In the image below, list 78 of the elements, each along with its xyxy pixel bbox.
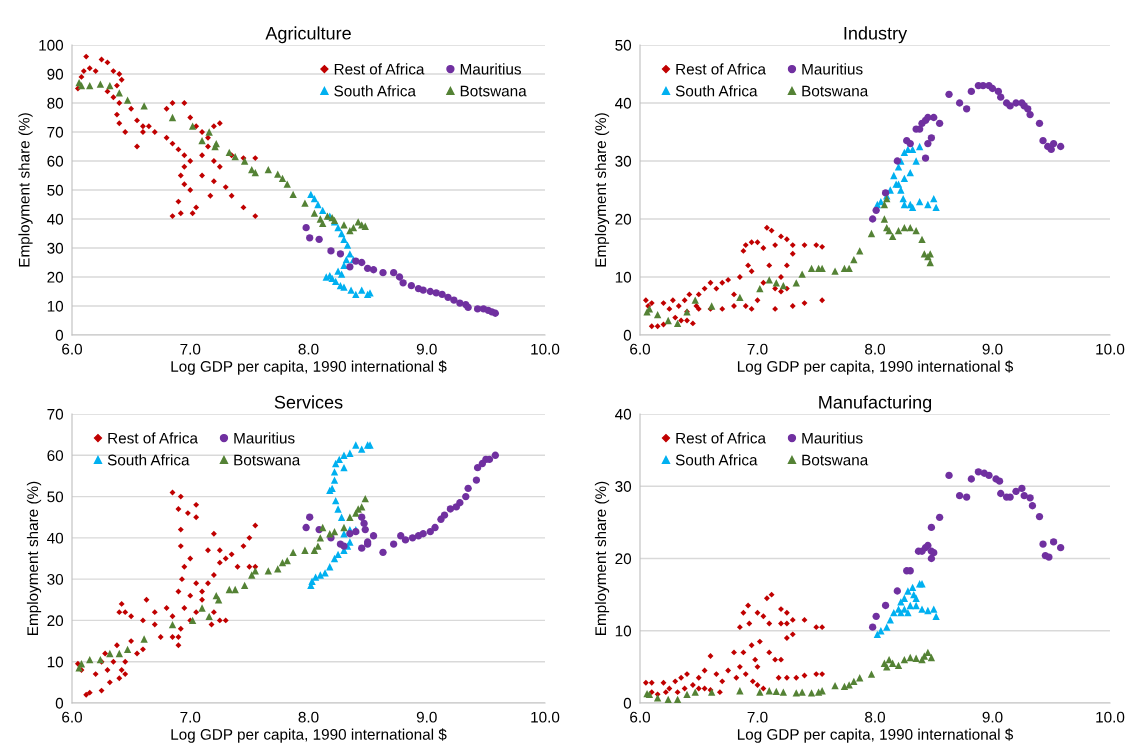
y-tick-label: 10	[47, 300, 64, 312]
x-tick-label: 8.0	[298, 343, 319, 355]
y-tick-label: 0	[623, 697, 632, 709]
y-tick-label: 30	[47, 242, 64, 254]
x-tick-label: 8.0	[865, 711, 886, 723]
x-axis-title: Log GDP per capita, 1990 international $	[737, 728, 1014, 743]
x-tick-label: 8.0	[865, 343, 886, 355]
x-tick-label: 6.0	[630, 343, 651, 355]
legend-label: South Africa	[334, 85, 416, 97]
x-tick-label: 10.0	[531, 343, 560, 355]
y-tick-label: 20	[47, 615, 64, 627]
x-tick-label: 8.0	[298, 711, 319, 723]
y-axis-title: Employment share (%)	[26, 481, 42, 635]
legend-label: South Africa	[107, 454, 190, 466]
x-tick-label: 9.0	[982, 343, 1003, 355]
x-tick-label: 7.0	[747, 343, 768, 355]
y-tick-label: 40	[615, 97, 632, 109]
legend-label: Botswana	[802, 454, 869, 466]
x-axis-title: Log GDP per capita, 1990 international $	[737, 360, 1014, 375]
x-axis-title: Log GDP per capita, 1990 international $	[171, 728, 447, 743]
y-tick-label: 40	[47, 213, 64, 225]
y-tick-label: 30	[615, 481, 632, 492]
y-tick-label: 0	[55, 329, 64, 341]
x-tick-label: 7.0	[180, 343, 201, 355]
legend-label: Botswana	[460, 85, 527, 97]
legend-label: Rest of Africa	[334, 63, 425, 75]
legend-label: Rest of Africa	[108, 432, 198, 444]
x-tick-label: 9.0	[416, 711, 437, 723]
y-tick-label: 50	[47, 184, 64, 196]
y-tick-label: 70	[47, 408, 64, 420]
legend-label: Mauritius	[802, 63, 863, 75]
y-tick-label: 50	[615, 39, 632, 51]
y-tick-label: 100	[39, 39, 64, 51]
legend-label: Rest of Africa	[676, 63, 766, 75]
chart-title: Industry	[844, 26, 908, 44]
y-tick-label: 40	[615, 408, 632, 420]
chart-title: Services	[274, 395, 343, 409]
y-tick-label: 30	[615, 155, 632, 167]
x-tick-label: 9.0	[982, 711, 1003, 723]
legend-label: Mauritius	[460, 63, 521, 75]
legend-label: Botswana	[234, 454, 301, 466]
y-tick-label: 0	[623, 329, 632, 341]
y-tick-label: 70	[47, 126, 64, 138]
x-tick-label: 6.0	[62, 343, 83, 355]
y-tick-label: 60	[47, 450, 64, 461]
legend-label: Mauritius	[234, 432, 295, 444]
y-tick-label: 90	[47, 68, 64, 80]
y-tick-label: 30	[47, 574, 64, 585]
y-tick-label: 50	[47, 491, 64, 503]
x-tick-label: 10.0	[531, 711, 560, 723]
chart-title: Agriculture	[265, 26, 351, 44]
x-tick-label: 9.0	[416, 343, 437, 355]
x-tick-label: 6.0	[630, 711, 651, 723]
y-tick-label: 0	[55, 697, 64, 709]
legend-label: Rest of Africa	[676, 432, 766, 444]
x-tick-label: 7.0	[180, 711, 201, 723]
chart-title: Manufacturing	[819, 395, 932, 413]
x-tick-label: 10.0	[1096, 343, 1125, 355]
y-tick-label: 10	[615, 625, 632, 637]
x-axis-title: Log GDP per capita, 1990 international $	[171, 360, 447, 375]
y-axis-title: Employment share (%)	[594, 113, 610, 267]
legend-label: Mauritius	[802, 432, 863, 444]
legend-label: Botswana	[802, 85, 869, 97]
x-tick-label: 10.0	[1096, 711, 1125, 723]
legend-label: South Africa	[675, 85, 758, 97]
y-tick-label: 10	[47, 656, 64, 668]
y-axis-title: Employment share (%)	[18, 113, 33, 267]
y-tick-label: 20	[615, 553, 632, 565]
y-tick-label: 60	[47, 155, 64, 167]
y-tick-label: 10	[615, 271, 632, 283]
x-tick-label: 6.0	[62, 711, 83, 723]
y-tick-label: 40	[47, 532, 64, 544]
y-axis-title: Employment share (%)	[594, 481, 610, 635]
y-tick-label: 20	[47, 271, 64, 283]
x-tick-label: 7.0	[747, 711, 768, 723]
legend-label: South Africa	[675, 454, 758, 466]
y-tick-label: 80	[47, 97, 64, 109]
y-tick-label: 20	[615, 213, 632, 225]
